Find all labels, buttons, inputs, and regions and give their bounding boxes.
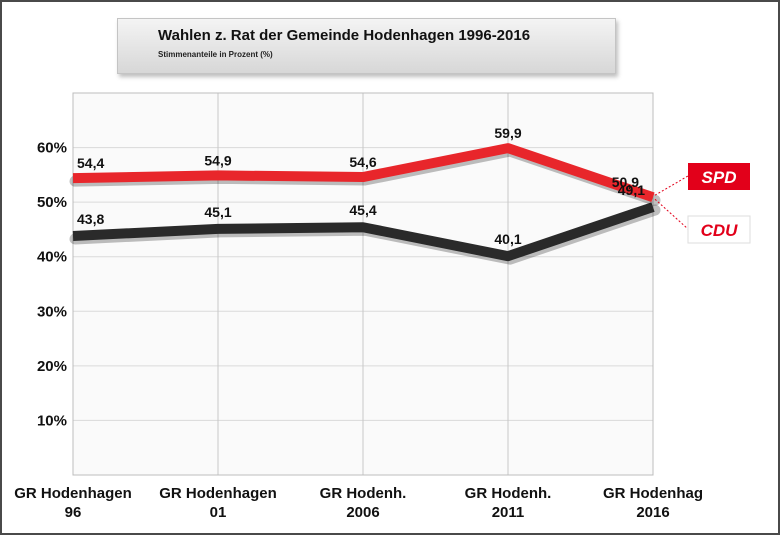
data-label-spd: 59,9	[494, 125, 521, 141]
y-tick-label: 20%	[37, 358, 67, 375]
spd-badge	[688, 163, 750, 190]
y-tick-label: 10%	[37, 412, 67, 429]
x-tick-label: GR Hodenhag	[603, 485, 703, 502]
plot-border	[72, 92, 654, 476]
x-tick-label: 01	[210, 504, 227, 521]
spd-connector	[654, 175, 689, 196]
cdu-connector	[654, 198, 689, 230]
data-label-spd: 54,9	[204, 152, 231, 168]
data-label-cdu: 45,1	[204, 204, 231, 220]
data-label-cdu: 40,1	[494, 231, 521, 247]
x-tick-label: GR Hodenh.	[320, 485, 407, 502]
x-tick-label: 2006	[346, 504, 379, 521]
series-line-cdu	[72, 202, 655, 262]
y-tick-label: 60%	[37, 140, 67, 157]
data-label-cdu: 49,1	[618, 182, 645, 198]
x-tick-label: 2011	[492, 504, 525, 521]
x-tick-label: 96	[65, 504, 82, 521]
x-tick-label: GR Hodenhagen	[14, 485, 132, 502]
chart-title-box: Wahlen z. Rat der Gemeinde Hodenhagen 19…	[117, 18, 616, 74]
spd-badge-label: SPD	[702, 168, 737, 187]
data-label-cdu: 43,8	[77, 211, 104, 227]
chart-title: Wahlen z. Rat der Gemeinde Hodenhagen 19…	[158, 27, 531, 44]
x-tick-label: 2016	[636, 504, 669, 521]
data-label-spd: 54,6	[349, 154, 376, 170]
chart-subtitle: Stimmenanteile in Prozent (%)	[158, 50, 273, 59]
y-tick-label: 40%	[37, 249, 67, 266]
x-tick-label: GR Hodenhagen	[159, 485, 277, 502]
cdu-badge	[687, 215, 751, 244]
cdu-badge-label: CDU	[701, 221, 739, 240]
data-label-spd: 54,4	[77, 155, 104, 171]
data-label-spd: 50,9	[612, 174, 639, 190]
y-tick-label: 30%	[37, 303, 67, 320]
y-tick-label: 50%	[37, 194, 67, 211]
data-label-cdu: 45,4	[349, 202, 376, 218]
x-tick-label: GR Hodenh.	[465, 485, 552, 502]
series-line-spd	[72, 143, 655, 202]
